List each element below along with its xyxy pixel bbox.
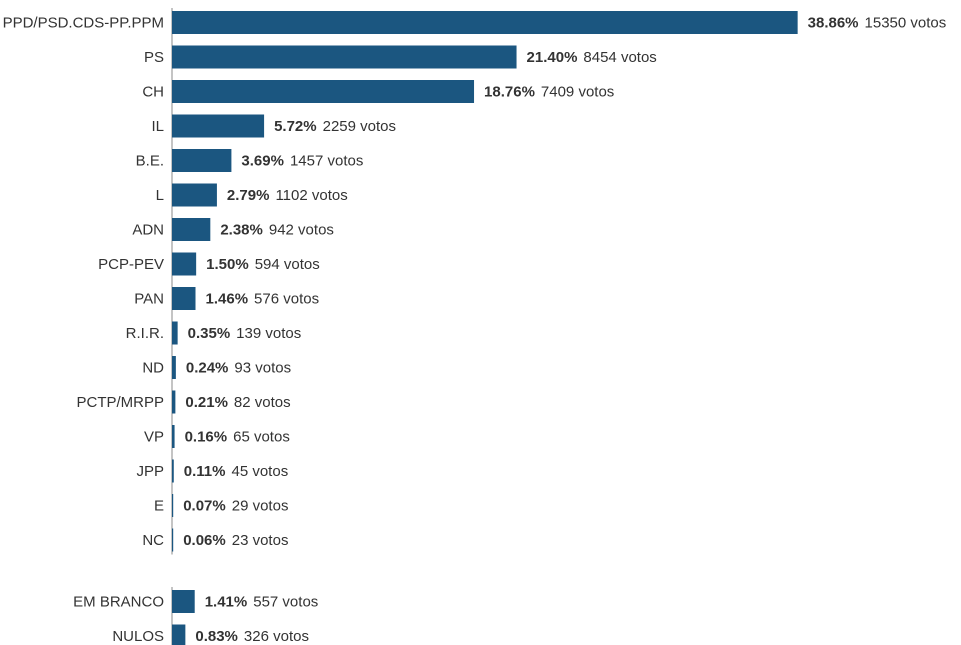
bar-il xyxy=(172,114,265,138)
votes-label-ppd-psd-cds-pp-ppm: 15350 votos xyxy=(865,15,947,32)
value-label-l: 2.79% 1102 votos xyxy=(227,187,348,204)
bar-adn xyxy=(172,218,211,241)
value-label-pan: 1.46% 576 votos xyxy=(206,291,320,308)
category-label-jpp: JPP xyxy=(136,463,164,480)
bar-ch xyxy=(172,80,475,103)
bar-pan xyxy=(172,287,196,310)
category-label-pctp-mrpp: PCTP/MRPP xyxy=(76,394,164,411)
value-label-adn: 2.38% 942 votos xyxy=(220,222,334,239)
bar-nd xyxy=(172,356,176,379)
value-label-ch: 18.76% 7409 votos xyxy=(484,84,614,101)
bar-ps xyxy=(172,45,517,69)
votes-label-pctp-mrpp: 82 votos xyxy=(234,394,291,411)
percent-label-pcp-pev: 1.50% xyxy=(206,256,249,273)
category-label-nulos: NULOS xyxy=(112,628,164,645)
category-label-pcp-pev: PCP-PEV xyxy=(98,256,164,273)
value-label-em-branco: 1.41% 557 votos xyxy=(205,594,319,611)
category-label-l: L xyxy=(156,187,164,204)
bar-jpp xyxy=(172,459,174,483)
votes-label-b-e: 1457 votos xyxy=(290,153,363,170)
percent-label-ppd-psd-cds-pp-ppm: 38.86% xyxy=(808,15,859,32)
bar-l xyxy=(172,183,217,207)
percent-label-jpp: 0.11% xyxy=(184,463,226,480)
percent-label-adn: 2.38% xyxy=(220,222,263,239)
votes-label-pan: 576 votos xyxy=(254,291,319,308)
votes-label-e: 29 votos xyxy=(232,498,289,515)
percent-label-nc: 0.06% xyxy=(183,532,226,549)
percent-label-nulos: 0.83% xyxy=(195,628,238,645)
value-label-b-e: 3.69% 1457 votos xyxy=(241,153,363,170)
value-label-jpp: 0.11% 45 votos xyxy=(184,463,288,480)
value-label-e: 0.07% 29 votos xyxy=(183,498,288,515)
bar-b-e xyxy=(172,149,232,172)
percent-label-ps: 21.40% xyxy=(527,49,578,66)
percent-label-vp: 0.16% xyxy=(185,429,228,446)
percent-label-e: 0.07% xyxy=(183,498,226,515)
percent-label-nd: 0.24% xyxy=(186,360,229,377)
bar-nulos xyxy=(172,624,186,645)
category-label-pan: PAN xyxy=(134,291,164,308)
category-label-ch: CH xyxy=(142,84,164,101)
votes-label-r-i-r: 139 votos xyxy=(236,325,301,342)
percent-label-em-branco: 1.41% xyxy=(205,594,248,611)
value-label-nc: 0.06% 23 votos xyxy=(183,532,288,549)
bar-em-branco xyxy=(172,590,195,613)
category-label-vp: VP xyxy=(144,429,164,446)
category-label-nd: ND xyxy=(142,360,164,377)
value-label-nulos: 0.83% 326 votos xyxy=(195,628,309,645)
value-label-pcp-pev: 1.50% 594 votos xyxy=(206,256,320,273)
votes-label-ps: 8454 votos xyxy=(583,49,656,66)
percent-label-il: 5.72% xyxy=(274,118,317,135)
bar-pctp-mrpp xyxy=(172,390,176,414)
bar-nc xyxy=(172,528,174,552)
votes-label-em-branco: 557 votos xyxy=(253,594,318,611)
votes-label-l: 1102 votos xyxy=(275,187,347,204)
votes-label-jpp: 45 votos xyxy=(231,463,288,480)
bar-ppd-psd-cds-pp-ppm xyxy=(172,11,798,34)
category-label-r-i-r: R.I.R. xyxy=(126,325,164,342)
percent-label-b-e: 3.69% xyxy=(241,153,284,170)
category-label-ps: PS xyxy=(144,49,164,66)
value-label-pctp-mrpp: 0.21% 82 votos xyxy=(185,394,290,411)
bar-pcp-pev xyxy=(172,252,197,276)
votes-label-nulos: 326 votos xyxy=(244,628,309,645)
category-label-adn: ADN xyxy=(132,222,164,239)
votes-label-vp: 65 votos xyxy=(233,429,290,446)
value-label-ps: 21.40% 8454 votos xyxy=(527,49,657,66)
votes-label-ch: 7409 votos xyxy=(541,84,614,101)
category-label-il: IL xyxy=(151,118,164,135)
percent-label-pan: 1.46% xyxy=(206,291,249,308)
votes-label-nc: 23 votos xyxy=(232,532,289,549)
bar-r-i-r xyxy=(172,321,178,345)
category-label-b-e: B.E. xyxy=(136,153,164,170)
value-label-il: 5.72% 2259 votos xyxy=(274,118,396,135)
percent-label-pctp-mrpp: 0.21% xyxy=(185,394,228,411)
value-label-nd: 0.24% 93 votos xyxy=(186,360,291,377)
category-label-e: E xyxy=(154,498,164,515)
votes-label-il: 2259 votos xyxy=(323,118,396,135)
category-label-em-branco: EM BRANCO xyxy=(73,594,164,611)
votes-label-adn: 942 votos xyxy=(269,222,334,239)
category-label-nc: NC xyxy=(142,532,164,549)
bar-e xyxy=(172,494,174,517)
value-label-r-i-r: 0.35% 139 votos xyxy=(188,325,302,342)
category-label-ppd-psd-cds-pp-ppm: PPD/PSD.CDS-PP.PPM xyxy=(3,15,164,32)
percent-label-r-i-r: 0.35% xyxy=(188,325,231,342)
percent-label-l: 2.79% xyxy=(227,187,270,204)
value-label-ppd-psd-cds-pp-ppm: 38.86% 15350 votos xyxy=(808,15,947,32)
votes-label-nd: 93 votos xyxy=(234,360,291,377)
votes-label-pcp-pev: 594 votos xyxy=(255,256,320,273)
bar-vp xyxy=(172,425,175,448)
percent-label-ch: 18.76% xyxy=(484,84,535,101)
value-label-vp: 0.16% 65 votos xyxy=(185,429,290,446)
